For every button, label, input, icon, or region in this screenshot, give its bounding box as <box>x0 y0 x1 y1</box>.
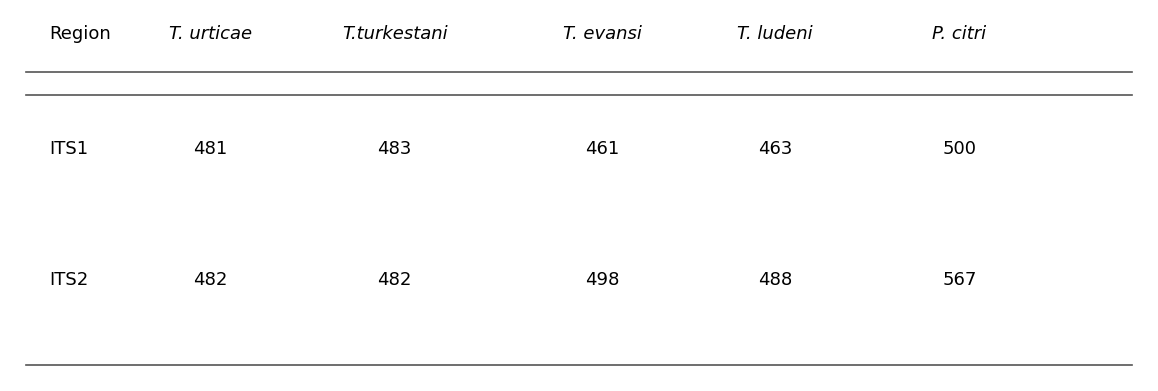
Text: 483: 483 <box>378 140 412 158</box>
Text: 463: 463 <box>757 140 792 158</box>
Text: ITS1: ITS1 <box>49 140 88 158</box>
Text: 488: 488 <box>757 271 792 289</box>
Text: 482: 482 <box>193 271 227 289</box>
Text: ITS2: ITS2 <box>49 271 88 289</box>
Text: T. urticae: T. urticae <box>169 25 251 43</box>
Text: P. citri: P. citri <box>932 25 987 43</box>
Text: 500: 500 <box>943 140 976 158</box>
Text: T. ludeni: T. ludeni <box>738 25 813 43</box>
Text: 461: 461 <box>585 140 620 158</box>
Text: T. evansi: T. evansi <box>563 25 642 43</box>
Text: 481: 481 <box>193 140 227 158</box>
Text: 498: 498 <box>585 271 620 289</box>
Text: 567: 567 <box>943 271 976 289</box>
Text: Region: Region <box>49 25 111 43</box>
Text: 482: 482 <box>378 271 412 289</box>
Text: T.turkestani: T.turkestani <box>342 25 447 43</box>
